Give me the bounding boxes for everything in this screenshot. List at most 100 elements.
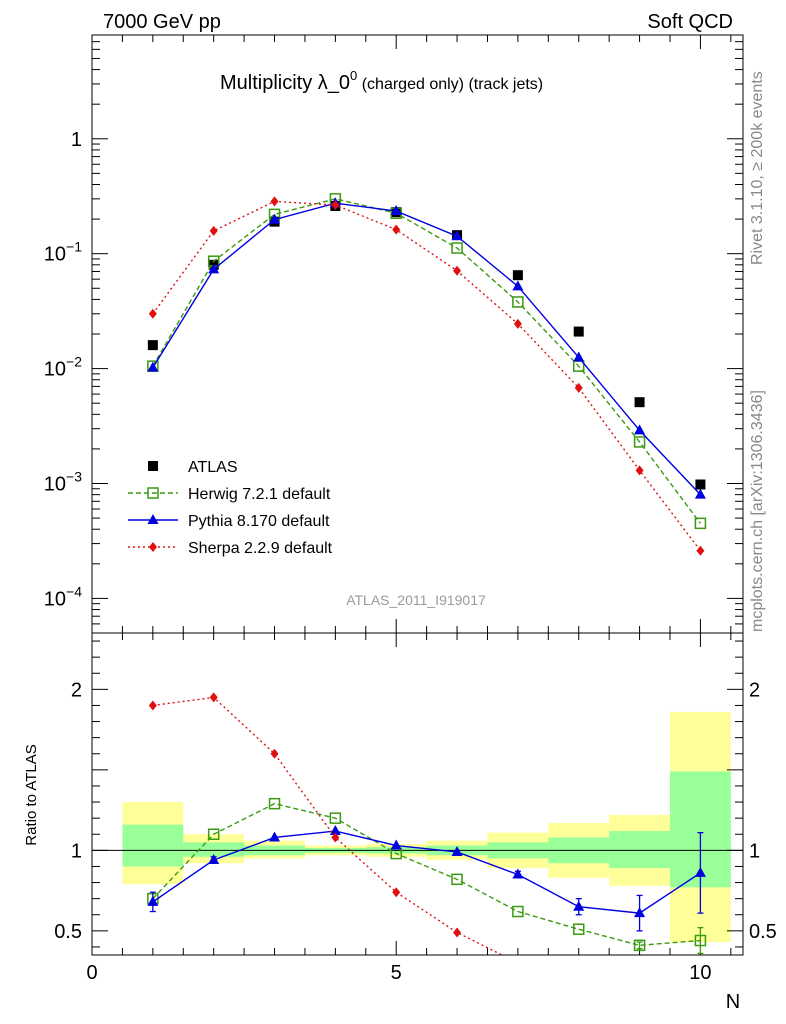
main-series-line-3 xyxy=(152,200,701,552)
ratio-point-2 xyxy=(575,974,583,984)
legend-label-0: ATLAS xyxy=(188,459,238,476)
legend-marker-0 xyxy=(148,461,158,471)
ratio-point-1 xyxy=(573,900,585,911)
main-point-2 xyxy=(694,488,706,499)
main-y-tick-exp: −4 xyxy=(66,583,82,599)
ratio-y-tick-label-left: 1 xyxy=(71,840,82,862)
header-right: Soft QCD xyxy=(647,11,733,33)
ratio-point-0 xyxy=(572,923,585,935)
ratio-point-2 xyxy=(696,990,704,1000)
main-y-tick-exp: −2 xyxy=(66,354,82,370)
ratio-point-2 xyxy=(331,832,340,843)
ratio-point-2 xyxy=(392,887,401,898)
main-point-2 xyxy=(451,230,463,241)
ratio-point-0 xyxy=(694,934,707,947)
plot-title-main: Multiplicity λ_0 xyxy=(220,72,350,94)
main-series-line-1 xyxy=(152,198,701,524)
ratio-x-tick-label: 0 xyxy=(86,962,97,984)
ratio-point-0 xyxy=(207,828,220,840)
main-point-2 xyxy=(147,361,159,372)
legend-marker-2 xyxy=(147,514,159,524)
ratio-point-1 xyxy=(269,831,281,842)
x-axis-label: N xyxy=(726,991,740,1013)
main-y-tick-base: 10 xyxy=(44,244,66,266)
ratio-point-1 xyxy=(634,907,646,918)
analysis-id: ATLAS_2011_I919017 xyxy=(346,592,486,608)
ratio-point-0 xyxy=(633,939,646,952)
main-point-2 xyxy=(269,213,281,224)
ratio-point-1 xyxy=(147,895,159,906)
main-point-3 xyxy=(209,225,218,236)
ratio-band-green xyxy=(183,842,245,857)
main-panel: 110−110−210−310−4 xyxy=(44,34,744,634)
main-y-tick-base: 10 xyxy=(44,359,66,381)
main-point-2 xyxy=(390,205,402,216)
main-point-2 xyxy=(573,351,585,362)
ratio-y-tick-label-left: 0.5 xyxy=(54,921,82,943)
main-y-tick-base: 1 xyxy=(71,129,82,151)
ratio-series-line-1 xyxy=(152,830,701,914)
ratio-point-2 xyxy=(270,748,279,759)
ratio-point-1 xyxy=(512,868,524,879)
main-series-line-2 xyxy=(152,202,701,496)
ratio-y-tick-label-right: 1 xyxy=(749,840,760,862)
ratio-point-1 xyxy=(329,825,341,836)
rivet-label: Rivet 3.1.10, ≥ 200k events xyxy=(749,71,766,265)
ratio-point-1 xyxy=(451,845,463,856)
ratio-point-0 xyxy=(451,873,463,886)
legend-label-3: Sherpa 2.2.9 default xyxy=(188,540,333,557)
main-point-1 xyxy=(633,436,646,448)
ratio-point-1 xyxy=(694,866,706,877)
ratio-x-tick-label: 10 xyxy=(689,962,711,984)
ratio-x-tick-label: 5 xyxy=(391,962,402,984)
plot-title-sub: (charged only) (track jets) xyxy=(357,76,543,93)
main-point-2 xyxy=(634,424,646,435)
ratio-series-line-2 xyxy=(152,696,504,955)
ratio-point-0 xyxy=(512,905,524,918)
ratio-band-green xyxy=(122,824,184,867)
main-y-tick-base: 10 xyxy=(44,588,66,610)
header-left: 7000 GeV pp xyxy=(103,11,221,33)
main-point-1 xyxy=(694,517,707,530)
main-point-1 xyxy=(512,296,524,308)
main-point-1 xyxy=(451,242,463,254)
mcplots-label: mcplots.cern.ch [arXiv:1306.3436] xyxy=(749,390,766,632)
main-point-2 xyxy=(512,280,524,291)
main-point-3 xyxy=(148,308,157,319)
ratio-band-green xyxy=(609,831,670,869)
main-point-3 xyxy=(392,224,401,235)
main-point-0 xyxy=(634,397,645,408)
ratio-point-2 xyxy=(148,700,157,711)
main-y-tick-label: 10−4 xyxy=(44,583,82,610)
ratio-point-0 xyxy=(329,812,342,824)
main-point-3 xyxy=(270,196,279,207)
ratio-point-2 xyxy=(209,692,218,703)
ratio-panel: 0.5 0.5 1 1 2 2 0 5 10 xyxy=(54,632,777,1000)
main-y-tick-label: 10−2 xyxy=(44,354,82,381)
ratio-point-1 xyxy=(208,854,220,865)
ratio-frame xyxy=(91,632,744,956)
ratio-y-tick-label-right: 2 xyxy=(749,679,760,701)
main-point-3 xyxy=(696,545,705,556)
main-y-tick-exp: −1 xyxy=(66,239,82,255)
ratio-series-group xyxy=(147,692,707,1000)
main-y-tick-label: 10−3 xyxy=(44,469,82,496)
ratio-point-0 xyxy=(268,797,281,810)
main-point-2 xyxy=(208,263,220,274)
ratio-point-2 xyxy=(636,984,644,994)
ratio-point-1 xyxy=(390,839,402,850)
ratio-y-tick-label-left: 2 xyxy=(71,679,82,701)
main-point-3 xyxy=(331,200,340,211)
plot-title: Multiplicity λ_00 (charged only) (track … xyxy=(220,68,543,94)
main-point-3 xyxy=(574,382,583,393)
legend-label-2: Pythia 8.170 default xyxy=(188,513,330,530)
main-point-3 xyxy=(635,465,644,476)
main-y-tick-label: 10−1 xyxy=(44,239,82,266)
legend: ATLAS Herwig 7.2.1 default Pythia 8.170 de… xyxy=(128,459,333,557)
main-point-0 xyxy=(573,326,584,337)
legend-marker-1 xyxy=(147,487,159,499)
main-point-0 xyxy=(512,270,523,281)
main-point-3 xyxy=(453,265,462,276)
ratio-point-2 xyxy=(514,958,522,968)
